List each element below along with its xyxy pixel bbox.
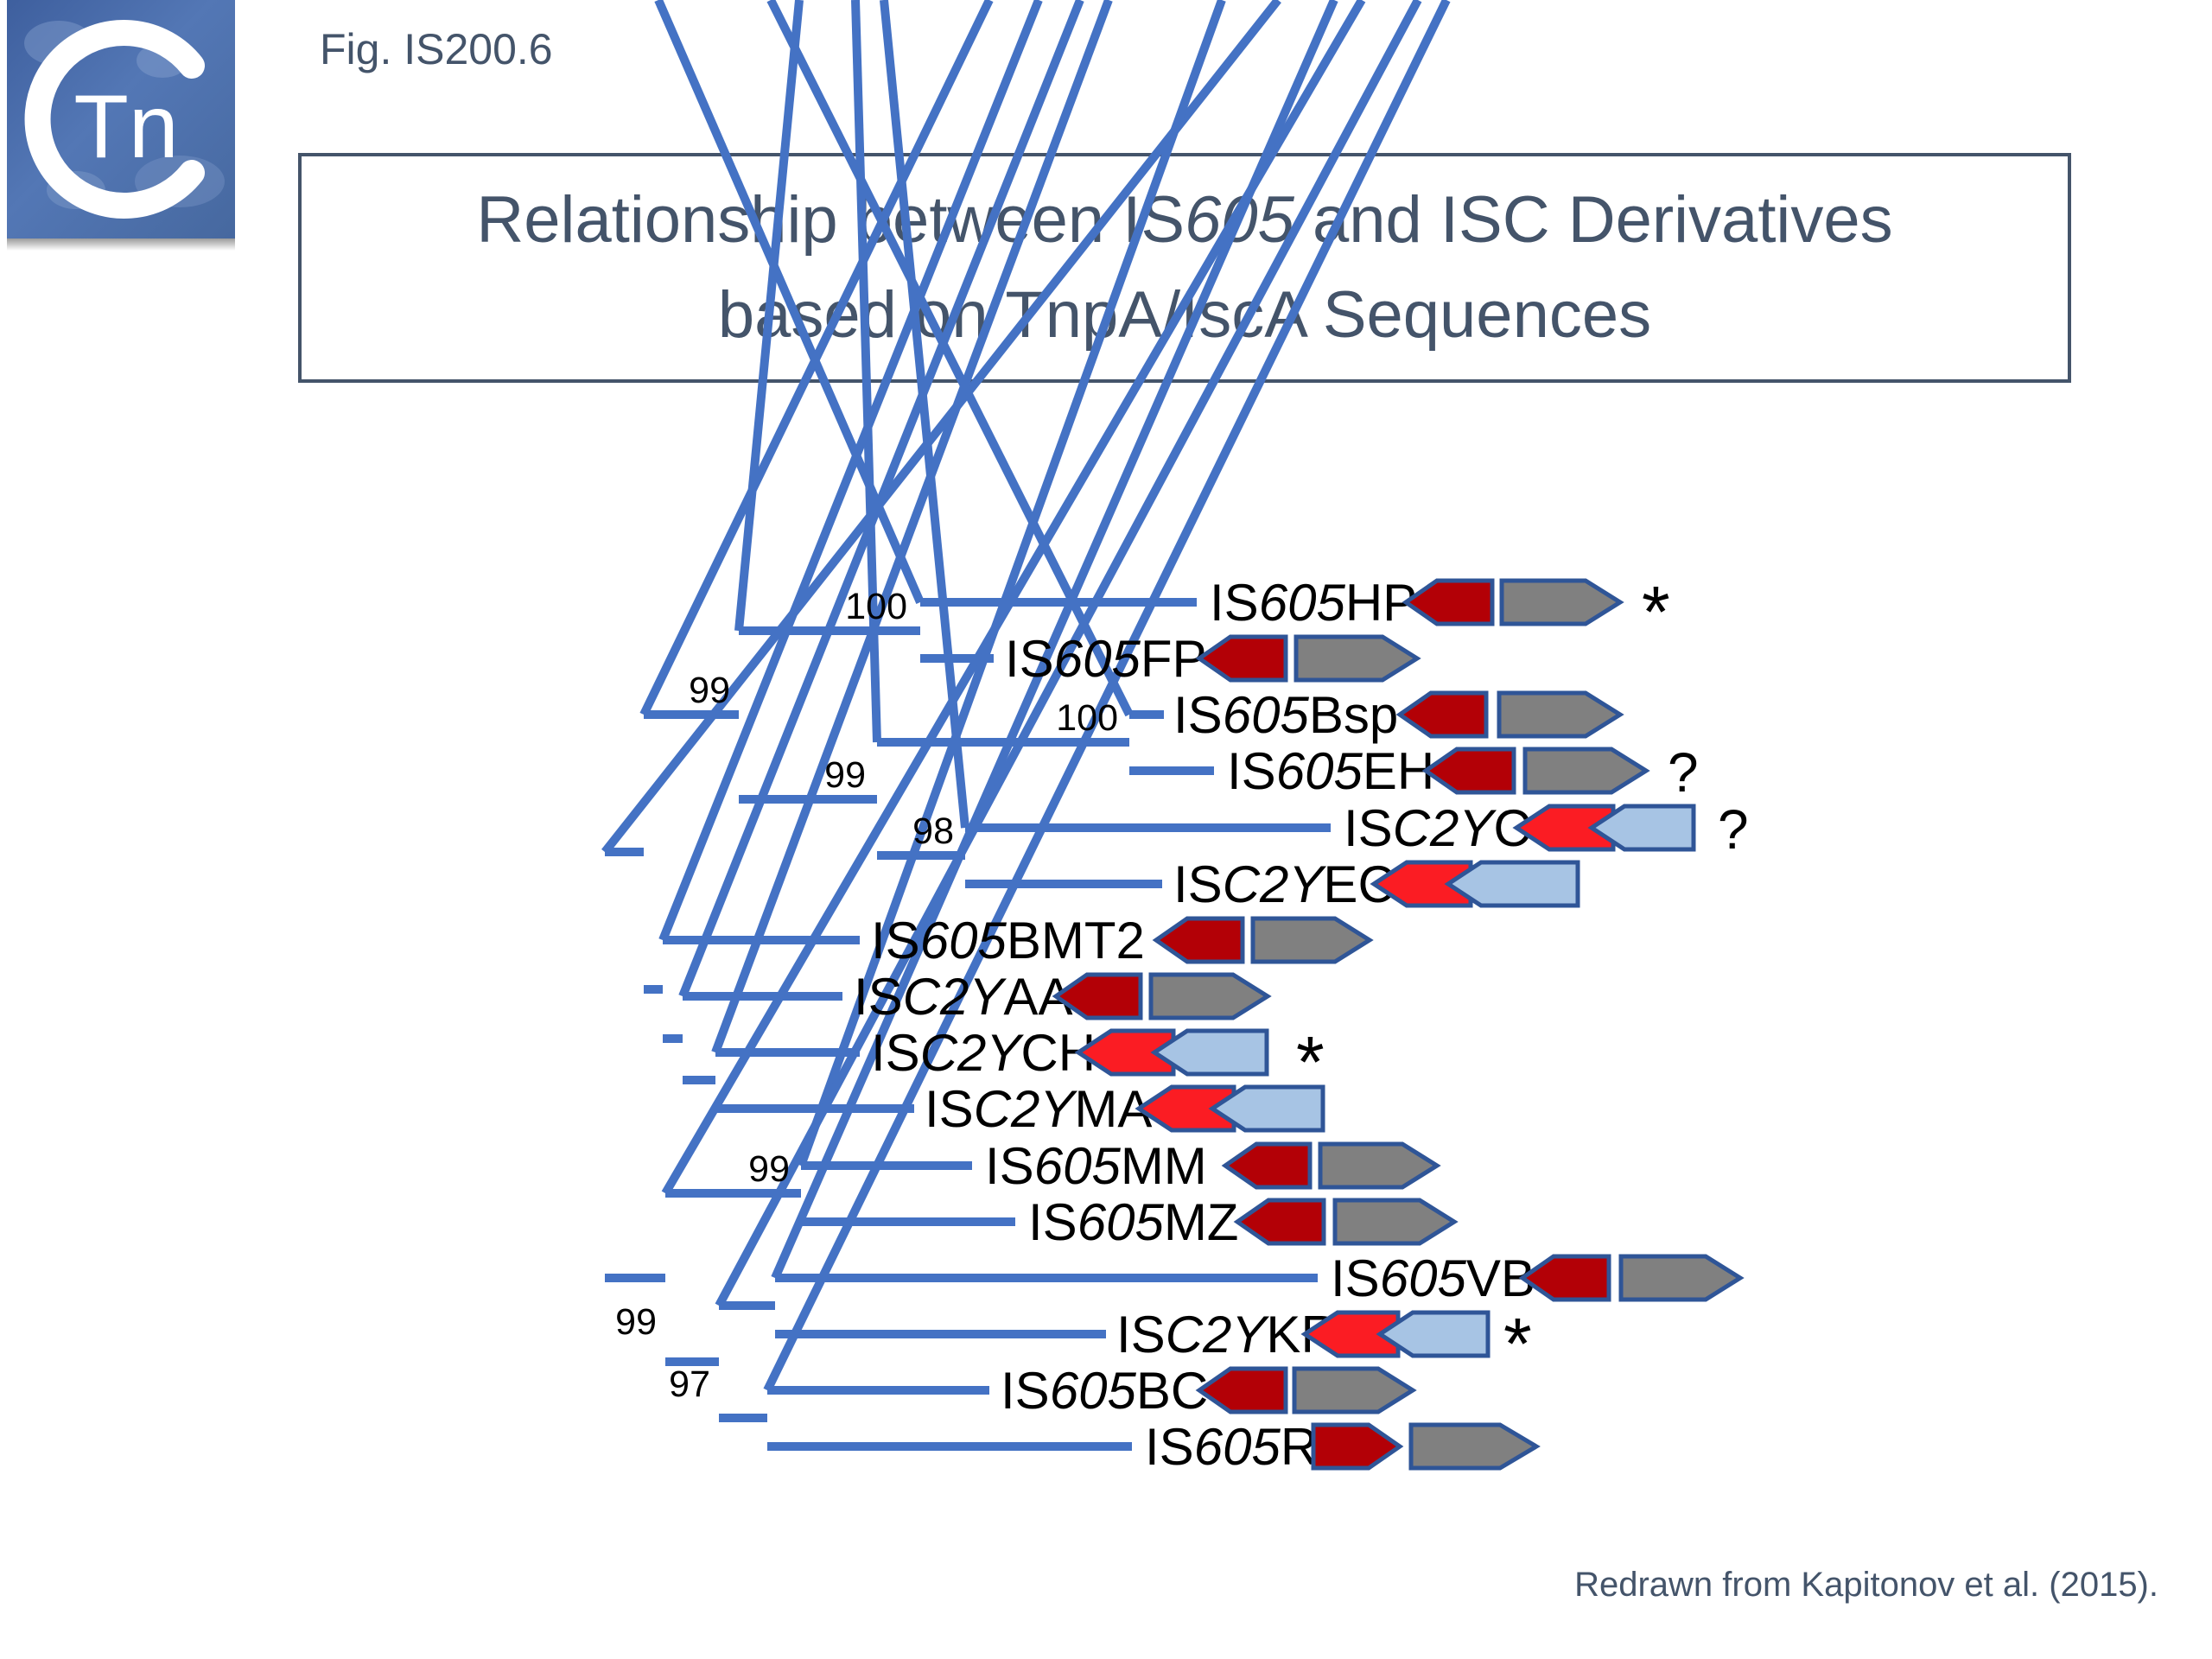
gene-arrow-darkred <box>1421 747 1516 795</box>
gene-arrow-blue <box>1150 1028 1269 1077</box>
gene-arrow-darkred <box>1221 1141 1313 1190</box>
asterisk-mark: * <box>1642 571 1670 652</box>
leaf-label: IS605VB <box>1331 1249 1535 1307</box>
leaf-label: IS605MM <box>985 1137 1207 1195</box>
bootstrap-value: 99 <box>689 670 730 711</box>
gene-arrow-darkred <box>1311 1422 1404 1471</box>
gene-arrow-gray <box>1148 972 1272 1020</box>
gene-arrow-gray <box>1292 1366 1417 1414</box>
gene-arrow-darkred <box>1152 916 1245 964</box>
question-mark: ? <box>1718 798 1749 861</box>
logo-c-ring <box>24 20 205 219</box>
gene-arrow-darkred <box>1052 972 1143 1020</box>
gene-arrow-darkred <box>1233 1198 1326 1246</box>
gene-arrow-gray <box>1522 747 1650 795</box>
question-mark: ? <box>1668 741 1699 804</box>
leaf-label: ISC2YCH <box>871 1024 1096 1082</box>
undefined <box>715 0 1422 1308</box>
figure-label: Fig. IS200.6 <box>320 25 553 73</box>
leaf-label: ISC2YEC <box>1173 855 1395 913</box>
gene-arrow-gray <box>1318 1141 1441 1190</box>
gene-arrow-darkred <box>1402 578 1495 626</box>
gene-arrow-gray <box>1499 578 1624 626</box>
leaf-label: IS605BC <box>1001 1362 1208 1420</box>
gene-arrow-blue <box>1208 1084 1325 1133</box>
bootstrap-value: 99 <box>615 1301 657 1343</box>
leaf-label: ISC2YAA <box>854 968 1072 1026</box>
bootstrap-value: 98 <box>912 810 954 852</box>
gene-arrow-blue <box>1444 860 1580 908</box>
gene-arrow-gray <box>1408 1422 1541 1471</box>
undefined <box>734 0 804 632</box>
undefined <box>771 0 1338 1281</box>
bootstrap-value: 99 <box>748 1148 790 1190</box>
leaf-label: IS605HP <box>1210 574 1417 632</box>
bootstrap-value: 100 <box>845 586 907 627</box>
gene-arrow-gray <box>1618 1254 1745 1302</box>
leaf-label: IS605RI <box>1145 1418 1332 1476</box>
undefined <box>658 0 1043 942</box>
leaf-label: ISC2YMA <box>925 1080 1152 1138</box>
gene-arrow-gray <box>1332 1198 1459 1246</box>
citation: Redrawn from Kapitonov et al. (2015). <box>1574 1566 2158 1604</box>
leaf-label: IS605MZ <box>1028 1193 1238 1251</box>
undefined <box>766 0 1134 717</box>
logo-shadow <box>7 238 235 251</box>
gene-arrow-darkred <box>1195 1366 1288 1414</box>
gene-arrow-gray <box>1250 916 1374 964</box>
bootstrap-value: 100 <box>1056 697 1118 739</box>
gene-arrow-darkred <box>1518 1254 1611 1302</box>
gene-arrow-blue <box>1587 804 1696 852</box>
title-line-2: based on TnpA/IscA Sequences <box>717 278 1652 352</box>
undefined <box>797 0 1226 1167</box>
tn-logo-graphic: Tn <box>7 0 235 251</box>
undefined <box>678 0 1084 998</box>
gene-arrow-blue <box>1376 1310 1491 1358</box>
gene-arrow-gray <box>1294 634 1421 683</box>
leaf-label: IS605BMT2 <box>871 912 1145 969</box>
undefined <box>601 0 1281 855</box>
gene-arrow-gray <box>1497 690 1624 739</box>
undefined <box>880 0 969 829</box>
undefined <box>711 0 1113 1054</box>
undefined <box>763 0 1451 1393</box>
tn-logo: Tn <box>7 0 235 251</box>
gene-arrow-darkred <box>1195 634 1288 683</box>
gene-arrow-darkred <box>1395 690 1489 739</box>
leaf-label: IS605FP <box>1005 630 1206 688</box>
leaf-label: IS605EH <box>1227 742 1434 800</box>
bootstrap-value: 99 <box>824 754 866 796</box>
leaf-label: IS605Bsp <box>1173 686 1398 744</box>
asterisk-mark: * <box>1503 1303 1532 1384</box>
logo-tn-text: Tn <box>73 77 178 177</box>
bootstrap-value: 97 <box>669 1363 710 1405</box>
